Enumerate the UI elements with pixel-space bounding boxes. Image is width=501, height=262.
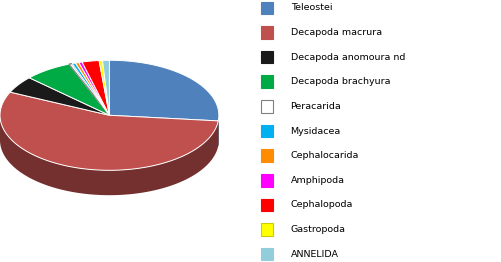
Polygon shape — [103, 60, 109, 115]
Bar — [261, 223, 273, 236]
Text: Gastropoda: Gastropoda — [291, 225, 346, 234]
Bar — [261, 75, 273, 88]
Bar — [261, 125, 273, 137]
Bar — [261, 51, 273, 63]
Polygon shape — [76, 62, 109, 115]
Text: Peracarida: Peracarida — [291, 102, 341, 111]
Bar — [261, 100, 273, 113]
Polygon shape — [0, 92, 218, 170]
Text: ANNELIDA: ANNELIDA — [291, 250, 339, 259]
Text: Decapoda macrura: Decapoda macrura — [291, 28, 382, 37]
Polygon shape — [82, 61, 109, 115]
Polygon shape — [109, 115, 218, 146]
Bar — [261, 199, 273, 211]
Text: Decapoda brachyura: Decapoda brachyura — [291, 77, 390, 86]
Bar — [261, 248, 273, 260]
Polygon shape — [10, 78, 109, 115]
Polygon shape — [109, 115, 218, 146]
Polygon shape — [79, 62, 109, 115]
Text: Mysidacea: Mysidacea — [291, 127, 341, 135]
Polygon shape — [109, 60, 219, 121]
Polygon shape — [218, 115, 219, 146]
Bar — [261, 26, 273, 39]
Polygon shape — [72, 63, 109, 115]
Polygon shape — [99, 60, 109, 115]
Bar — [261, 2, 273, 14]
Bar — [261, 174, 273, 187]
Text: Cephalopoda: Cephalopoda — [291, 200, 353, 209]
Text: Cephalocarida: Cephalocarida — [291, 151, 359, 160]
Polygon shape — [69, 64, 109, 115]
Text: Decapoda anomoura nd: Decapoda anomoura nd — [291, 53, 405, 62]
Text: Teleostei: Teleostei — [291, 3, 332, 12]
Polygon shape — [30, 64, 109, 115]
Bar — [261, 149, 273, 162]
Polygon shape — [0, 116, 218, 195]
Text: Amphipoda: Amphipoda — [291, 176, 345, 185]
